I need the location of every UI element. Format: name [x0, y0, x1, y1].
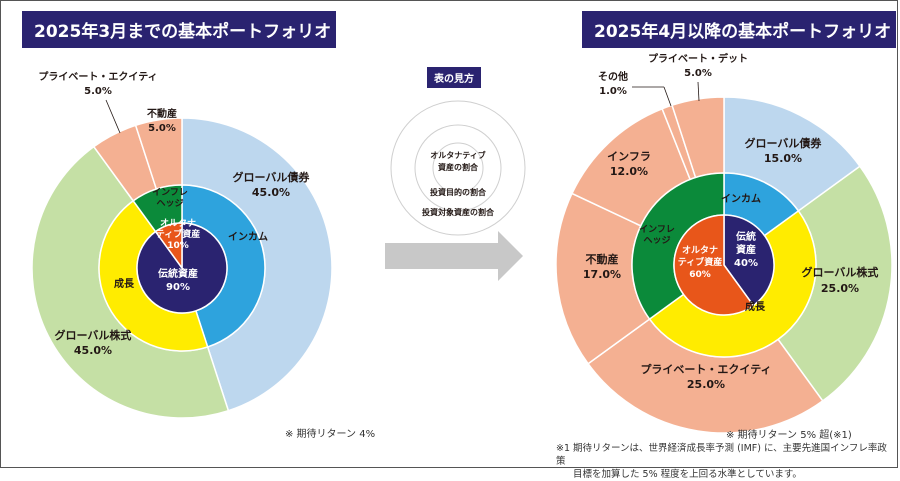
label-traditional-2: 資産: [736, 243, 756, 256]
right-inner-slice-1: [673, 214, 755, 316]
label-inflation-hedge-1: インフレ: [152, 187, 188, 198]
label-private-equity-value: 5.0%: [84, 86, 112, 97]
right-sunburst-chart: グローバル債券 15.0% グローバル株式 25.0% プライベート・エクイティ 25.0…: [555, 52, 893, 434]
legend-middle-ring: [414, 124, 502, 212]
chart-canvas: グローバル債券 45.0% グローバル株式 45.0% プライベート・エクイティ 5.0%…: [31, 52, 893, 434]
title-left: 2025年3月までの基本ポートフォリオ: [22, 11, 336, 48]
label-global-bond-value: 15.0%: [764, 152, 802, 165]
figure-frame: [0, 0, 898, 468]
legend-inner-label-1: オルタナティブ: [430, 150, 486, 160]
other-leader-line-d: [663, 86, 672, 107]
label-alternative-3: 10%: [167, 241, 189, 251]
label-global-bond-name: グローバル債券: [233, 170, 311, 184]
label-real-estate-name: 不動産: [586, 252, 619, 266]
label-global-bond-name: グローバル債券: [745, 136, 823, 150]
left-inner-slice-1: [154, 222, 183, 271]
label-traditional-1: 伝統資産: [158, 267, 198, 280]
label-inflation-hedge-2: ヘッジ: [643, 235, 670, 246]
label-traditional-2: 90%: [166, 282, 190, 293]
private-equity-leader-line: [105, 99, 121, 134]
label-infra-name: インフラ: [607, 150, 651, 163]
label-real-estate-value: 17.0%: [583, 268, 621, 281]
left-sunburst-chart: グローバル債券 45.0% グローバル株式 45.0% プライベート・エクイティ 5.0%…: [31, 70, 333, 419]
label-traditional-1: 伝統: [736, 230, 756, 243]
label-real-estate-value: 5.0%: [148, 123, 176, 134]
label-alternative-1: オルタナ: [682, 244, 718, 256]
label-infra-value: 12.0%: [610, 165, 648, 178]
private-debt-leader-line: [697, 81, 700, 102]
note-left: ※ 期待リターン 4%: [285, 429, 376, 440]
label-global-bond-value: 45.0%: [252, 186, 290, 199]
label-private-equity-value: 25.0%: [687, 378, 725, 391]
legend-outer-ring: [390, 100, 526, 236]
label-inflation-hedge-1: インフレ: [639, 224, 675, 235]
label-real-estate-name: 不動産: [147, 107, 177, 120]
label-global-equity-value: 45.0%: [74, 344, 112, 357]
label-private-debt-value: 5.0%: [684, 68, 712, 79]
label-growth: 成長: [114, 277, 135, 290]
label-alternative-2: ティブ資産: [156, 228, 200, 240]
legend-diagram: オルタナティブ 資産の割合 投資目的の割合 投資対象資産の割合: [390, 100, 526, 236]
footnote: ※1 期待リターンは、世界経済成長率予測 (IMF) に、主要先進国インフレ率政…: [556, 442, 896, 481]
label-private-equity-name: プライベート・エクイティ: [640, 362, 771, 376]
label-other-name: その他: [598, 70, 628, 83]
label-private-debt-name: プライベート・デット: [648, 52, 748, 65]
legend-middle-label: 投資目的の割合: [430, 187, 487, 197]
label-global-equity-name: グローバル株式: [802, 265, 879, 279]
legend-inner-ring: [432, 142, 484, 194]
label-income: インカム: [721, 193, 761, 205]
note-right: ※ 期待リターン 5% 超(※1): [726, 430, 852, 441]
label-other-value: 1.0%: [599, 86, 627, 97]
legend-title: 表の見方: [427, 67, 481, 88]
footnote-line-1: ※1 期待リターンは、世界経済成長率予測 (IMF) に、主要先進国インフレ率政…: [556, 443, 887, 467]
label-global-equity-value: 25.0%: [821, 282, 859, 295]
legend-outer-label: 投資対象資産の割合: [422, 207, 495, 217]
label-alternative-3: 60%: [689, 270, 711, 280]
label-traditional-3: 40%: [734, 258, 758, 269]
label-income: インカム: [228, 231, 268, 243]
label-global-equity-name: グローバル株式: [55, 328, 132, 342]
label-private-equity-name: プライベート・エクイティ: [38, 70, 157, 83]
label-inflation-hedge-2: ヘッジ: [156, 198, 183, 209]
label-alternative-2: ティブ資産: [678, 256, 722, 268]
transition-arrow: [385, 231, 523, 281]
label-growth: 成長: [745, 300, 766, 313]
legend-inner-label-2: 資産の割合: [438, 162, 479, 172]
right-inner-slice-0: [723, 214, 775, 307]
title-right: 2025年4月以降の基本ポートフォリオ: [582, 11, 896, 48]
label-alternative-1: オルタナ: [160, 217, 196, 229]
